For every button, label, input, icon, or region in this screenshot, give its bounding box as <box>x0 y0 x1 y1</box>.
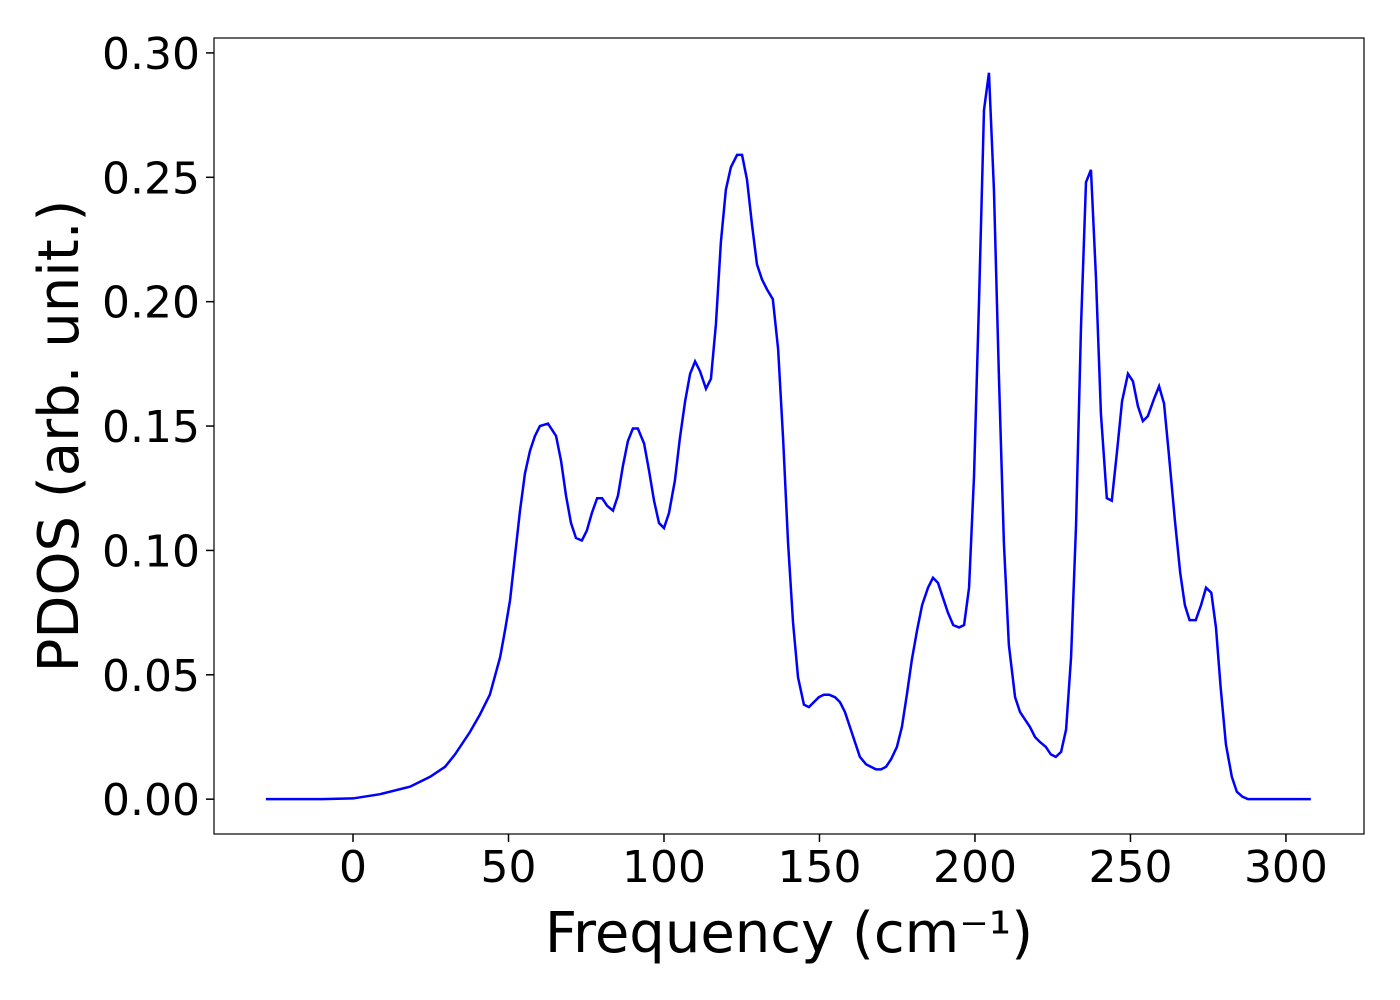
x-tick-label: 200 <box>933 842 1017 893</box>
plot-frame <box>213 37 1365 835</box>
x-tick-label: 300 <box>1244 842 1328 893</box>
data-line <box>265 72 1311 801</box>
x-tick-label: 150 <box>777 842 861 893</box>
y-tick-label: 0.15 <box>102 402 200 453</box>
x-tick-label: 50 <box>480 842 536 893</box>
y-tick-label: 0.20 <box>102 278 200 329</box>
y-axis-label: PDOS (arb. unit.) <box>27 200 92 673</box>
y-tick-label: 0.05 <box>102 651 200 702</box>
x-tick-label: 250 <box>1088 842 1172 893</box>
x-axis-label: Frequency (cm⁻¹) <box>545 901 1033 966</box>
y-tick-label: 0.00 <box>102 775 200 826</box>
y-tick-label: 0.25 <box>102 153 200 204</box>
x-tick-label: 0 <box>339 842 367 893</box>
y-tick-label: 0.10 <box>102 526 200 577</box>
x-tick-label: 100 <box>622 842 706 893</box>
y-tick-label: 0.30 <box>102 29 200 80</box>
